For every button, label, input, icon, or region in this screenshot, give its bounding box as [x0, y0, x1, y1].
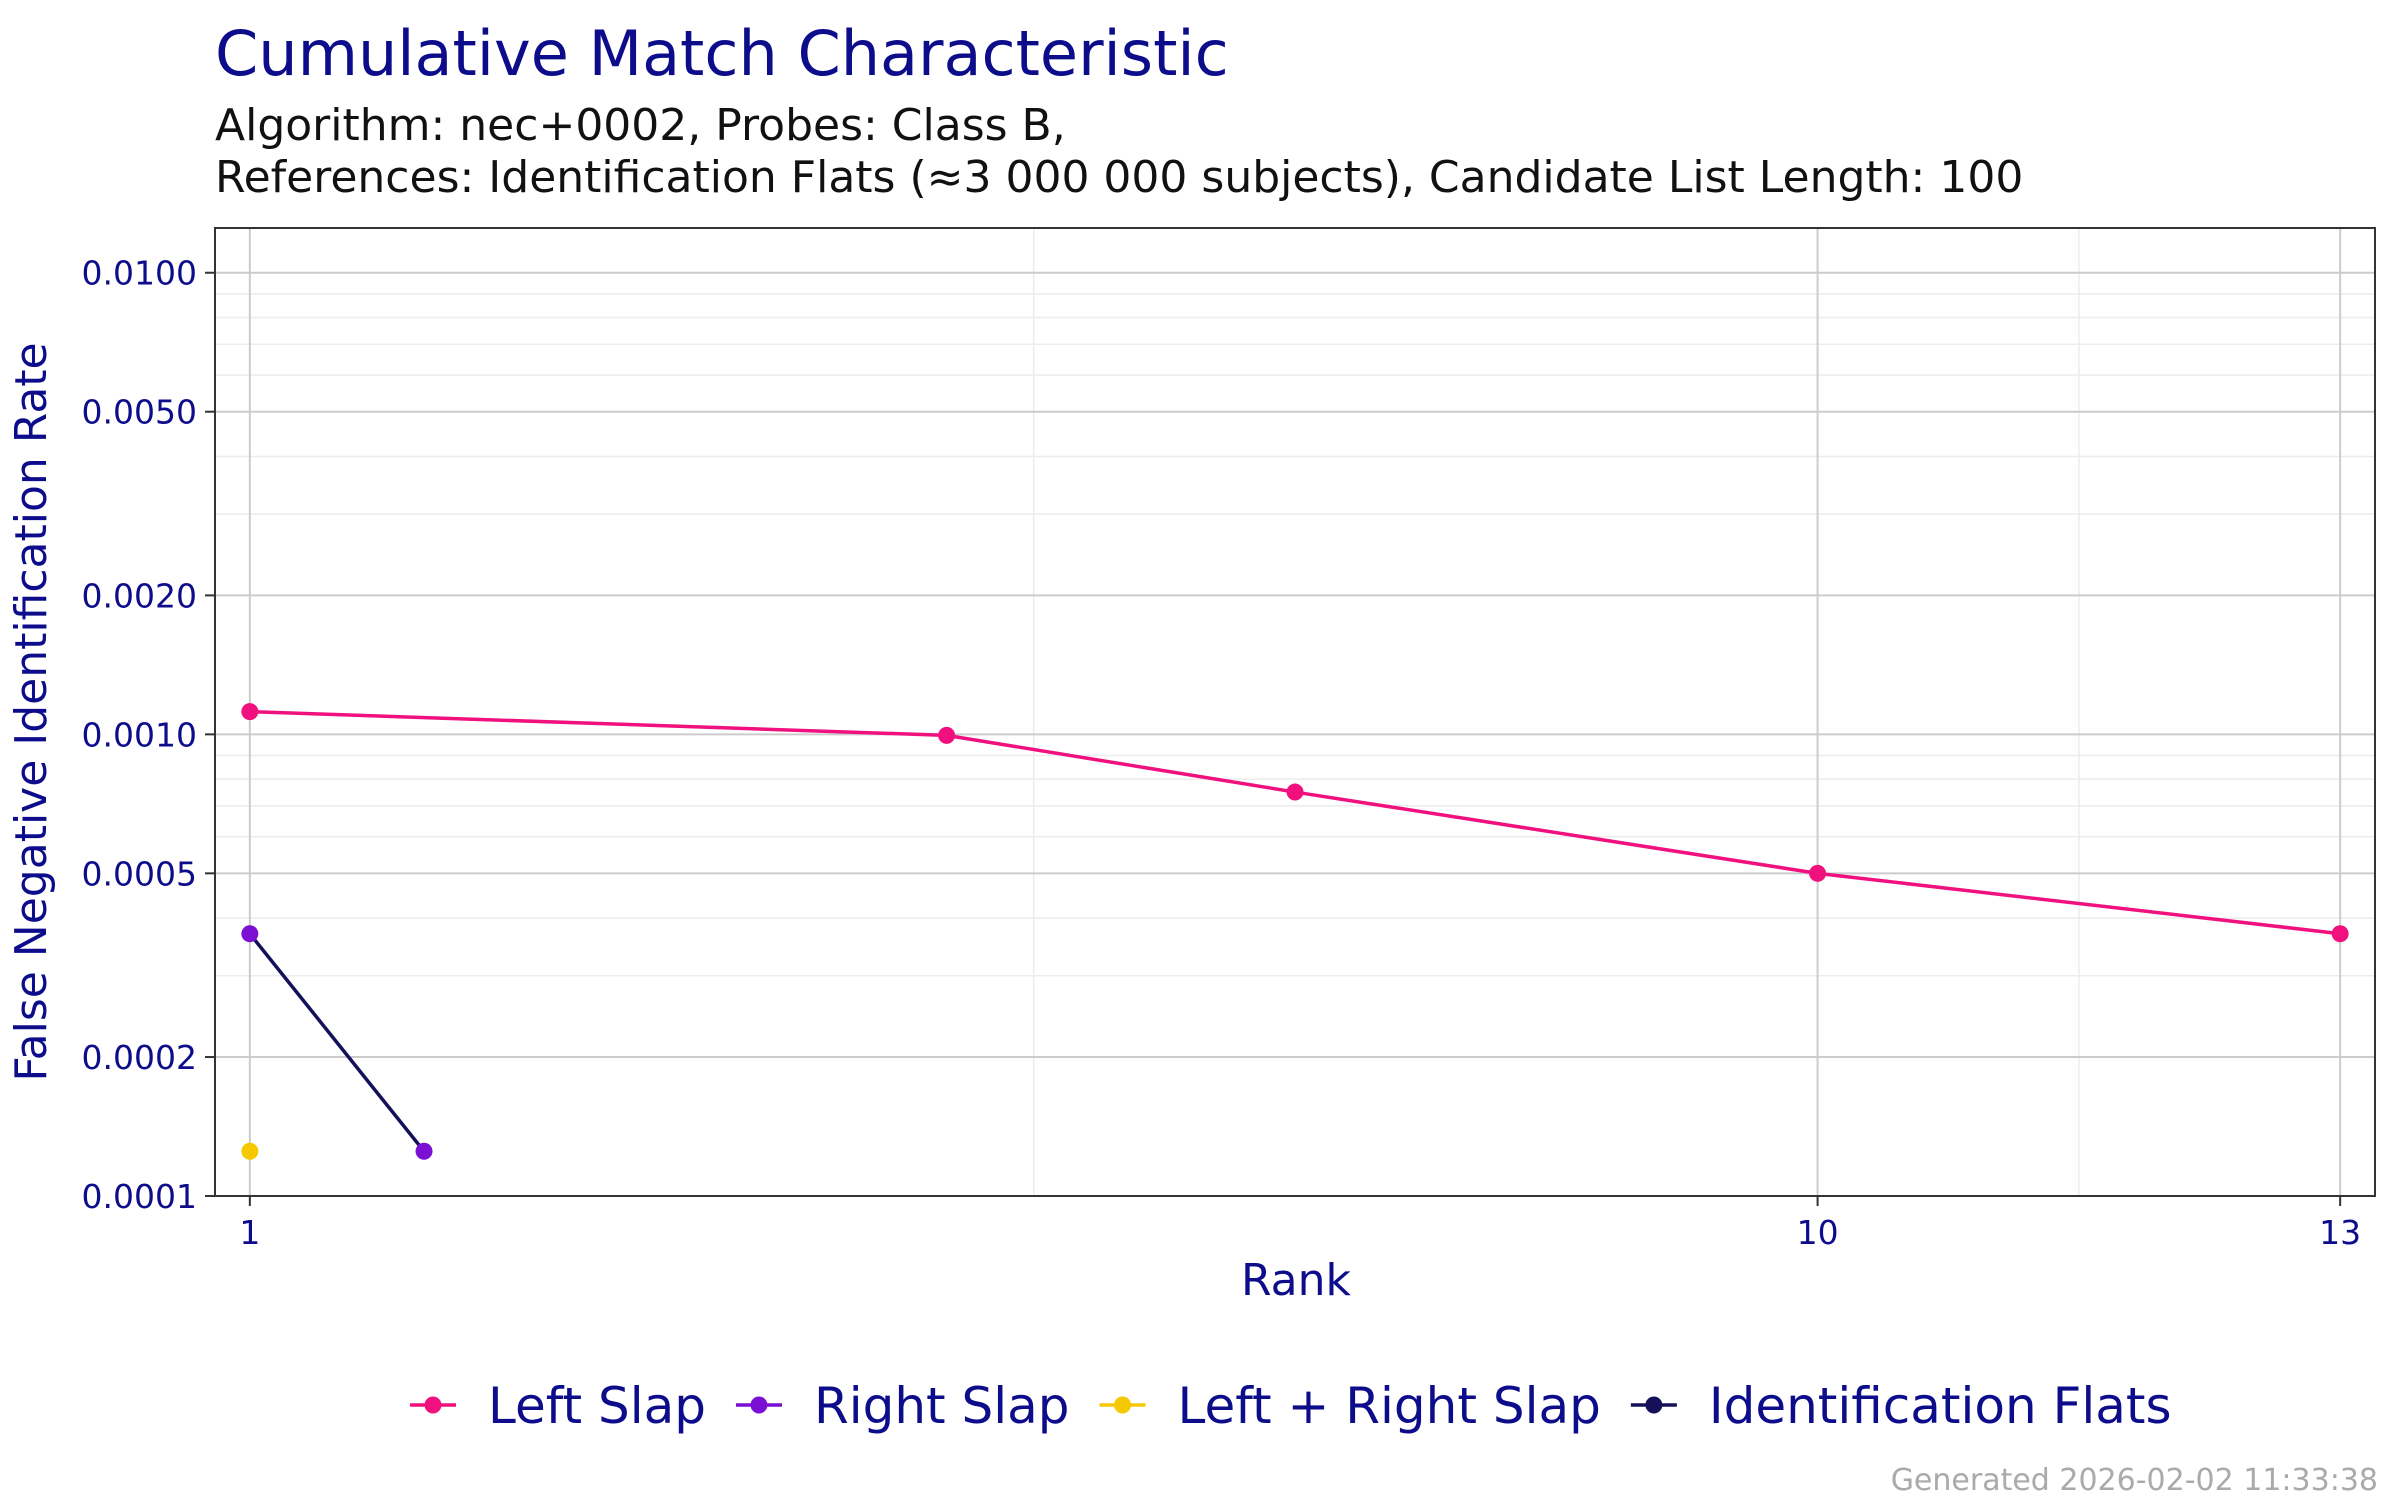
y-tick-label: 0.0005 — [82, 854, 197, 893]
y-tick-label: 0.0001 — [82, 1177, 197, 1216]
legend-key-point — [1645, 1396, 1663, 1414]
legend-key-point — [1114, 1396, 1132, 1414]
chart-subtitle-line-2: References: Identification Flats (≈3 000… — [215, 152, 2023, 203]
data-point-left-slap — [938, 726, 956, 744]
x-axis: 1 10 13 — [239, 1196, 2361, 1252]
x-tick-label: 13 — [2319, 1213, 2361, 1252]
series-lines — [248, 709, 2341, 1153]
y-tick-label: 0.0050 — [82, 393, 197, 432]
minor-gridlines — [215, 228, 2375, 1196]
major-gridlines — [215, 228, 2375, 1196]
y-tick-label: 0.0100 — [82, 254, 197, 293]
legend-label: Identification Flats — [1709, 1377, 2172, 1435]
legend-label: Left Slap — [488, 1377, 706, 1435]
chart-subtitle-line-1: Algorithm: nec+0002, Probes: Class B, — [215, 100, 1066, 151]
generated-timestamp: Generated 2026-02-02 11:33:38 — [1891, 1463, 2378, 1498]
data-point-left-slap — [1809, 864, 1827, 882]
y-axis-title: False Negative Identification Rate — [6, 342, 57, 1081]
y-tick-label: 0.0010 — [82, 715, 197, 754]
chart-title: Cumulative Match Characteristic — [215, 17, 1229, 90]
data-point-right-slap — [241, 925, 259, 943]
legend-label: Left + Right Slap — [1178, 1377, 1601, 1435]
x-tick-label: 10 — [1797, 1213, 1839, 1252]
legend: Left Slap Right Slap Left + Right Slap Iden… — [410, 1377, 2172, 1435]
series-line-right-slap — [248, 932, 426, 1153]
series-points — [241, 703, 2349, 1160]
y-tick-label: 0.0020 — [82, 576, 197, 615]
y-tick-label: 0.0002 — [82, 1038, 197, 1077]
data-point-left-slap — [1286, 783, 1304, 801]
legend-key-point — [424, 1396, 442, 1414]
x-axis-title: Rank — [1241, 1255, 1351, 1306]
legend-item-right-slap: Right Slap — [735, 1377, 1070, 1435]
data-point-left-right-slap — [241, 1142, 259, 1160]
series-line-left-slap — [249, 709, 2341, 936]
data-point-left-slap — [2331, 925, 2349, 943]
legend-item-left-slap: Left Slap — [410, 1377, 706, 1435]
legend-item-identification-flats: Identification Flats — [1630, 1377, 2172, 1435]
data-point-right-slap — [415, 1142, 433, 1160]
legend-key-point — [750, 1396, 768, 1414]
legend-label: Right Slap — [814, 1377, 1070, 1435]
legend-item-left-right-slap: Left + Right Slap — [1099, 1377, 1601, 1435]
data-point-left-slap — [241, 703, 259, 721]
x-tick-label: 1 — [239, 1213, 260, 1252]
y-axis: 0.0001 0.0002 0.0005 0.0010 0.0020 0.0050 0.01… — [82, 254, 215, 1216]
plot-panel-border — [214, 227, 2376, 1197]
